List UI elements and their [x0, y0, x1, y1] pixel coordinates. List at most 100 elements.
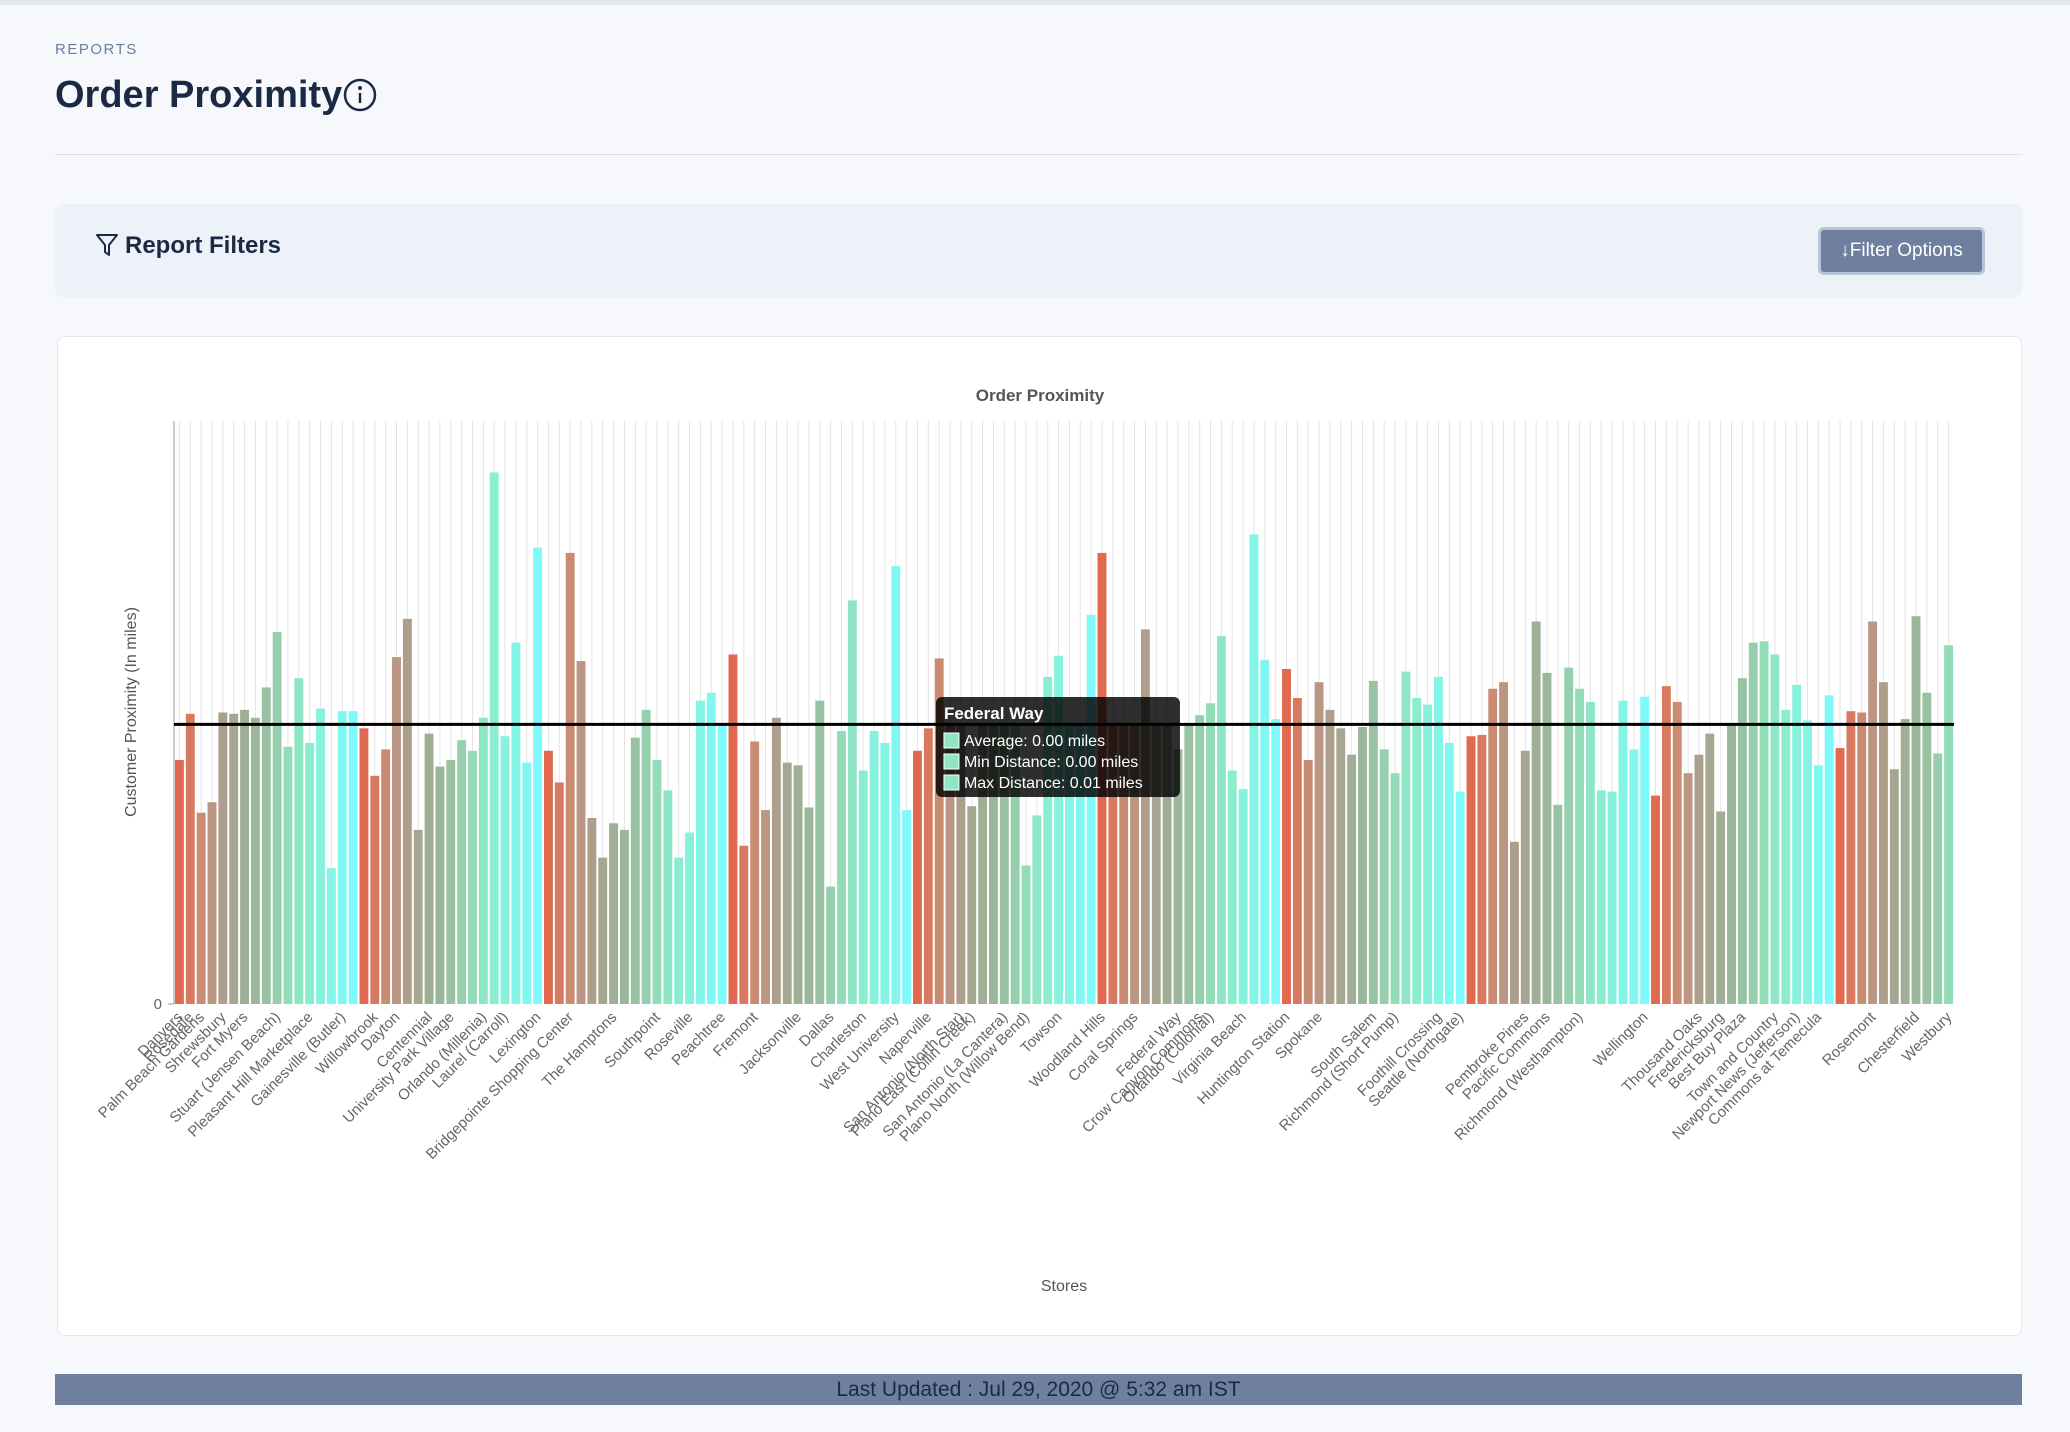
page-title: Order Proximity: [55, 74, 343, 116]
tooltip: Federal Way Average: 0.00 miles Min Distan…: [935, 697, 1180, 797]
bar: [1661, 686, 1671, 1004]
bar: [999, 724, 1009, 1004]
bar: [674, 857, 684, 1004]
bar: [728, 654, 738, 1004]
bar: [598, 857, 608, 1004]
bar: [869, 730, 879, 1004]
bar: [641, 709, 651, 1004]
chart-title: Order Proximity: [976, 386, 1105, 405]
bar: [847, 600, 857, 1004]
bar: [1694, 754, 1704, 1004]
bar: [1292, 697, 1302, 1004]
bar: [1390, 773, 1400, 1004]
bar: [1488, 688, 1498, 1004]
tooltip-line: Min Distance: 0.00 miles: [964, 754, 1138, 771]
bar: [1249, 534, 1259, 1004]
bar: [1705, 733, 1715, 1004]
bar: [544, 750, 553, 1004]
bar: [956, 724, 966, 1004]
bar: [348, 711, 358, 1004]
bar: [761, 810, 770, 1004]
bar: [240, 709, 249, 1004]
bar: [923, 728, 933, 1004]
bar: [261, 687, 271, 1004]
bar: [1748, 642, 1758, 1004]
bar: [1303, 759, 1313, 1004]
bar: [1216, 635, 1226, 1004]
bar: [446, 759, 456, 1004]
bar: [174, 759, 184, 1004]
bar: [1683, 773, 1693, 1004]
x-axis-label: Stores: [1041, 1278, 1087, 1295]
bar: [858, 770, 868, 1004]
bar: [522, 762, 532, 1004]
x-tick-label: The Hamptons: [539, 1009, 621, 1091]
funnel-icon: [96, 234, 118, 256]
bar: [1596, 790, 1606, 1004]
bar: [619, 829, 629, 1004]
bar: [1412, 697, 1422, 1004]
chart-card: Order Proximity Customer Proximity (In m…: [57, 336, 2022, 1336]
bar: [1803, 720, 1812, 1004]
bar: [967, 806, 977, 1004]
bar: [185, 713, 195, 1004]
bar: [815, 700, 825, 1004]
bar: [229, 713, 239, 1004]
section-label: REPORTS: [55, 41, 138, 58]
bar: [468, 750, 477, 1004]
bar: [1054, 655, 1064, 1004]
bar: [1206, 703, 1215, 1004]
bar: [1314, 682, 1324, 1004]
tooltip-line: Average: 0.00 miles: [964, 733, 1105, 750]
bar: [1119, 724, 1129, 1004]
filter-title: Report Filters: [125, 232, 282, 259]
bar: [587, 818, 597, 1004]
bar: [1585, 701, 1595, 1004]
tooltip-swatch: [943, 753, 960, 770]
bar: [402, 618, 412, 1004]
bar: [381, 749, 391, 1004]
tooltip-line: Max Distance: 0.01 miles: [964, 775, 1143, 792]
bar: [1846, 711, 1856, 1004]
bar: [739, 845, 749, 1004]
bar: [337, 711, 347, 1004]
bar: [1520, 750, 1530, 1004]
tooltip-title: Federal Way: [944, 704, 1044, 723]
bar: [1021, 865, 1031, 1004]
bar: [837, 730, 846, 1004]
divider: [55, 154, 2022, 155]
bar: [1716, 811, 1726, 1004]
bar: [424, 733, 434, 1004]
bar: [1607, 791, 1617, 1004]
bar: [750, 741, 760, 1004]
bar: [1737, 678, 1747, 1004]
bar: [554, 782, 564, 1004]
bar: [1618, 700, 1628, 1004]
bar: [1900, 719, 1910, 1004]
arrow: ↓: [1840, 240, 1850, 261]
bar: [902, 810, 912, 1004]
bar: [1130, 724, 1139, 1004]
bar: [1922, 692, 1932, 1004]
bar: [359, 728, 369, 1004]
bar: [1455, 791, 1465, 1004]
bar: [1032, 815, 1042, 1004]
bar: [913, 750, 922, 1004]
bar: [1151, 724, 1161, 1004]
bar: [1401, 671, 1411, 1004]
bar: [1781, 709, 1791, 1004]
info-icon[interactable]: [342, 77, 378, 113]
bar: [1173, 749, 1183, 1004]
bar: [1358, 727, 1367, 1004]
bar: [1075, 724, 1085, 1004]
bar: [1499, 682, 1509, 1004]
bar: [1043, 676, 1053, 1004]
bar: [1434, 676, 1443, 1004]
bar: [1813, 765, 1823, 1004]
bar: [1531, 621, 1541, 1004]
bar: [1325, 709, 1335, 1004]
bar: [1770, 654, 1780, 1004]
bar: [272, 632, 282, 1004]
bar: [1944, 645, 1954, 1004]
filter-button[interactable]: ↓ Filter Options: [1818, 227, 1985, 275]
